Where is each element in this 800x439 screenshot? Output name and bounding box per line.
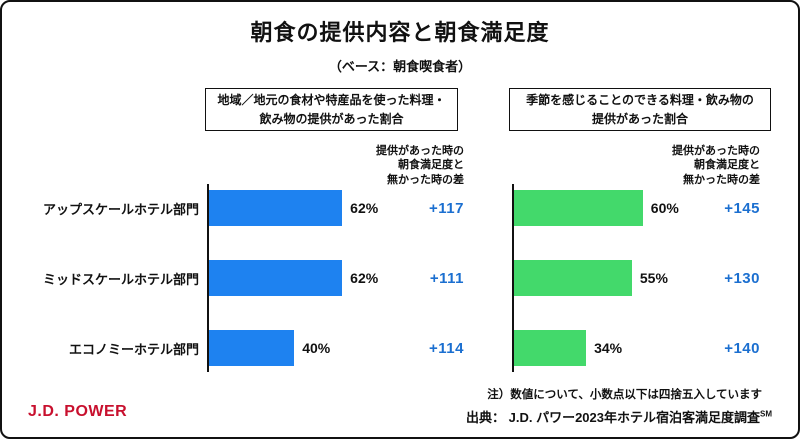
left-bar-chart: 62% 62% 40% [207, 184, 425, 372]
category-label-midscale: ミッドスケールホテル部門 [42, 271, 199, 287]
source-prefix: 出典： J.D. パワー2023年ホテル宿泊客満足度調査 [466, 410, 760, 425]
left-diff-midscale: +111 [429, 269, 464, 287]
right-chart-axis [512, 184, 514, 372]
diff-header-left-line2: 朝食満足度と [398, 159, 464, 172]
right-diff-midscale: +130 [724, 269, 760, 287]
left-chart-header-line1: 地域／地元の食材や特産品を使った料理・ [217, 92, 446, 107]
right-bar-value-midscale: 55% [639, 270, 668, 286]
category-label-economy: エコノミーホテル部門 [68, 341, 199, 357]
left-bar-value-midscale: 62% [350, 270, 379, 286]
left-diff-column: +117 +111 +114 [374, 190, 464, 366]
left-bar-value-economy: 40% [302, 340, 331, 356]
left-bar-row-upscale: 62% [207, 190, 425, 226]
right-bar-row-midscale: 55% [512, 260, 730, 296]
diff-header-right-line3: 無かった時の差 [683, 173, 760, 186]
left-diff-upscale: +117 [429, 199, 464, 217]
left-bar-economy [207, 330, 295, 366]
left-diff-economy: +114 [429, 339, 464, 357]
source-superscript: SM [760, 409, 772, 419]
right-chart-header-box: 季節を感じることのできる料理・飲み物の 提供があった割合 [509, 88, 771, 131]
diff-header-left: 提供があった時の 朝食満足度と 無かった時の差 [342, 144, 464, 187]
right-chart-header-line2: 提供があった割合 [591, 111, 688, 126]
diff-header-left-line3: 無かった時の差 [387, 173, 464, 186]
right-bar-row-upscale: 60% [512, 190, 730, 226]
category-labels: アップスケールホテル部門 ミッドスケールホテル部門 エコノミーホテル部門 [20, 190, 199, 366]
source-text: 出典： J.D. パワー2023年ホテル宿泊客満足度調査SM [466, 407, 772, 426]
left-bar-upscale [207, 190, 343, 226]
left-chart-header-box: 地域／地元の食材や特産品を使った料理・ 飲み物の提供があった割合 [205, 88, 458, 131]
left-chart-header-line2: 飲み物の提供があった割合 [259, 111, 404, 126]
diff-header-right: 提供があった時の 朝食満足度と 無かった時の差 [638, 144, 760, 187]
right-chart-header-line1: 季節を感じることのできる料理・飲み物の [526, 92, 754, 107]
diff-header-left-line1: 提供があった時の [376, 145, 464, 157]
right-bar-value-economy: 34% [594, 340, 623, 356]
left-chart-axis [207, 184, 209, 372]
left-bar-midscale [207, 260, 343, 296]
left-bar-row-midscale: 62% [207, 260, 425, 296]
diff-header-right-line1: 提供があった時の [672, 145, 760, 157]
right-diff-upscale: +145 [724, 199, 760, 217]
category-label-upscale: アップスケールホテル部門 [42, 201, 199, 217]
right-diff-economy: +140 [724, 339, 760, 357]
diff-header-right-line2: 朝食満足度と [694, 159, 760, 172]
page-subtitle: （ベース：朝食喫食者） [328, 59, 472, 74]
left-bar-row-economy: 40% [207, 330, 425, 366]
right-bar-row-economy: 34% [512, 330, 730, 366]
right-bar-midscale [512, 260, 632, 296]
footnote: 注）数値について、小数点以下は四捨五入しています [487, 389, 762, 401]
right-bar-chart: 60% 55% 34% [512, 184, 730, 372]
right-bar-value-upscale: 60% [650, 200, 679, 216]
jdpower-logo: J.D. POWER [28, 403, 128, 420]
right-bar-economy [512, 330, 587, 366]
right-bar-upscale [512, 190, 643, 226]
left-bar-value-upscale: 62% [350, 200, 379, 216]
page-title: 朝食の提供内容と朝食満足度 [250, 20, 550, 45]
right-diff-column: +145 +130 +140 [670, 190, 760, 366]
